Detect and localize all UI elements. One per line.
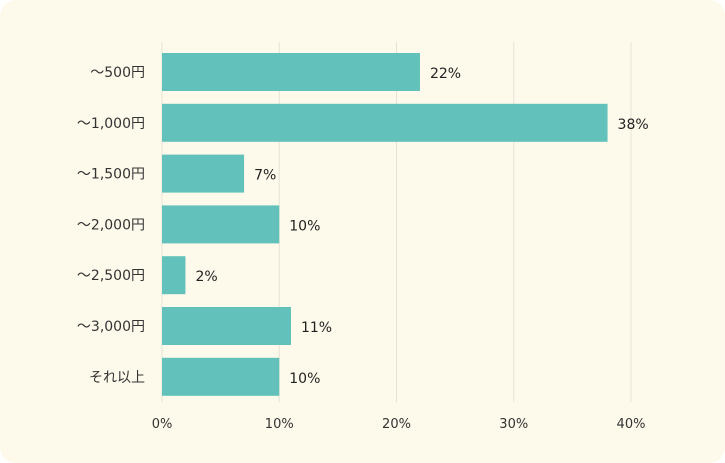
x-tick-label: 40% <box>617 417 646 432</box>
category-label: 〜1,000円 <box>77 116 145 132</box>
x-tick-label: 30% <box>499 417 528 432</box>
x-tick-label: 0% <box>152 417 173 432</box>
x-tick-label: 20% <box>382 417 411 432</box>
data-label: 7% <box>254 168 276 184</box>
x-tick-label: 10% <box>265 417 294 432</box>
data-label: 11% <box>301 320 332 336</box>
bar <box>162 256 186 295</box>
bar <box>162 103 608 142</box>
data-label: 22% <box>430 66 461 82</box>
category-labels: 〜500円〜1,000円〜1,500円〜2,000円〜2,500円〜3,000円… <box>77 65 145 386</box>
bar <box>162 154 245 193</box>
data-label: 38% <box>618 117 649 133</box>
bar <box>162 307 291 345</box>
data-label: 10% <box>289 371 320 387</box>
bars <box>162 53 608 396</box>
category-label: 〜2,000円 <box>77 217 145 233</box>
bar <box>162 357 280 396</box>
category-label: 〜500円 <box>90 65 145 81</box>
category-label: 〜1,500円 <box>77 167 145 183</box>
category-label: 〜2,500円 <box>77 268 145 284</box>
bar <box>162 205 280 244</box>
data-label: 2% <box>195 269 217 285</box>
category-label: それ以上 <box>89 370 145 386</box>
x-axis-tick-labels: 0% 10% 20% 30% 40% <box>152 417 646 432</box>
category-label: 〜3,000円 <box>77 319 145 335</box>
data-labels: 22% 38% 7% 10% 2% 11% 10% <box>195 66 648 387</box>
bar <box>162 53 420 91</box>
data-label: 10% <box>289 218 320 234</box>
